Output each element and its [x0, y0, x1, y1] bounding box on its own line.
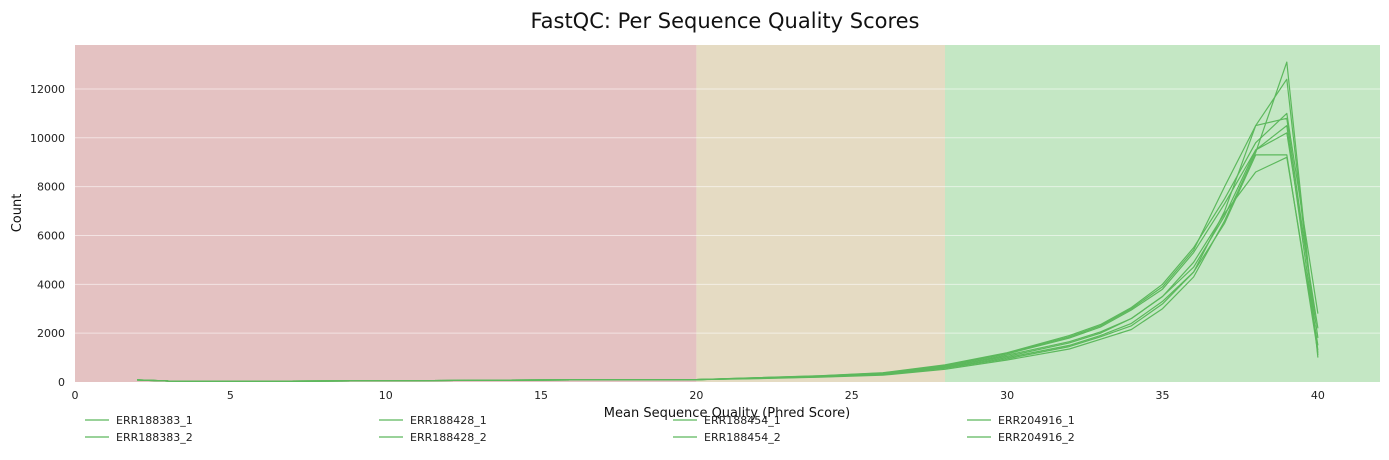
legend-label: ERR188383_2	[116, 431, 193, 444]
series-line-ERR204916_2[interactable]	[137, 156, 1319, 382]
y-tick-label: 6000	[37, 229, 65, 242]
y-tick-label: 0	[58, 376, 65, 389]
legend-label: ERR188454_2	[704, 431, 781, 444]
y-tick-label: 12000	[30, 83, 65, 96]
legend-label: ERR204916_2	[998, 431, 1075, 444]
band-pass	[945, 45, 1380, 382]
legend-item[interactable]: ERR204916_2	[967, 431, 1075, 444]
x-tick-label: 5	[227, 389, 234, 402]
x-tick-label: 30	[1000, 389, 1014, 402]
quality-bands	[75, 45, 1380, 382]
x-axis-ticks: 0 5 10 15 20 25 30 35 40	[72, 389, 1325, 402]
legend-label: ERR204916_1	[998, 414, 1075, 427]
x-tick-label: 25	[845, 389, 859, 402]
y-tick-label: 8000	[37, 181, 65, 194]
legend-item[interactable]: ERR188454_1	[673, 414, 781, 427]
legend-item[interactable]: ERR204916_1	[967, 414, 1075, 427]
legend: ERR188383_1 ERR188383_2 ERR188428_1 ERR1884…	[85, 414, 1075, 444]
legend-label: ERR188383_1	[116, 414, 193, 427]
band-fail	[75, 45, 697, 382]
y-tick-label: 4000	[37, 278, 65, 291]
x-tick-label: 0	[72, 389, 79, 402]
band-warn	[696, 45, 945, 382]
gridlines	[75, 88, 1380, 334]
legend-label: ERR188454_1	[704, 414, 781, 427]
x-tick-label: 35	[1156, 389, 1170, 402]
legend-label: ERR188428_1	[410, 414, 487, 427]
legend-item[interactable]: ERR188383_2	[85, 431, 193, 444]
y-axis-ticks: 0 2000 4000 6000 8000 10000 12000	[30, 83, 65, 389]
legend-item[interactable]: ERR188428_2	[379, 431, 487, 444]
legend-label: ERR188428_2	[410, 431, 487, 444]
x-axis-label: Mean Sequence Quality (Phred Score)	[604, 406, 850, 421]
legend-item[interactable]: ERR188454_2	[673, 431, 781, 444]
y-axis-label: Count	[10, 194, 25, 233]
x-tick-label: 15	[534, 389, 548, 402]
x-tick-label: 10	[379, 389, 393, 402]
legend-item[interactable]: ERR188383_1	[85, 414, 193, 427]
legend-item[interactable]: ERR188428_1	[379, 414, 487, 427]
x-tick-label: 40	[1311, 389, 1325, 402]
x-tick-label: 20	[689, 389, 703, 402]
y-tick-label: 10000	[30, 132, 65, 145]
series-lines	[137, 61, 1319, 382]
y-tick-label: 2000	[37, 327, 65, 340]
chart-title: FastQC: Per Sequence Quality Scores	[530, 9, 919, 33]
